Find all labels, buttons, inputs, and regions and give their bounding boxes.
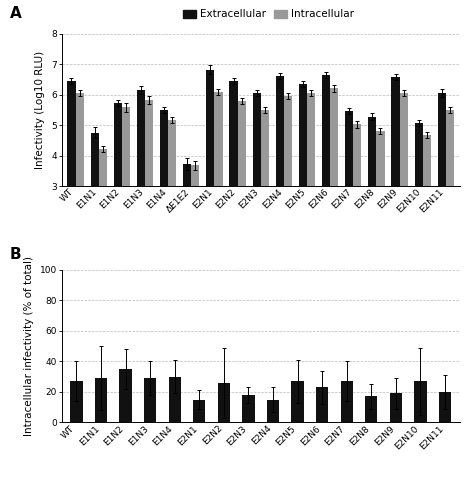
Bar	[368, 117, 376, 277]
Bar	[307, 93, 315, 277]
Bar	[242, 395, 255, 422]
Bar	[214, 92, 222, 277]
Bar	[299, 84, 307, 277]
Bar	[415, 123, 423, 277]
Bar	[365, 396, 377, 422]
Bar	[99, 149, 107, 277]
Bar	[119, 369, 132, 422]
Bar	[292, 381, 304, 422]
Legend: Extracellular, Intracellular: Extracellular, Intracellular	[179, 5, 358, 24]
Bar	[70, 381, 82, 422]
Bar	[353, 124, 361, 277]
Bar	[400, 93, 408, 277]
Bar	[160, 110, 168, 277]
Bar	[206, 70, 214, 277]
Bar	[276, 76, 284, 277]
Bar	[191, 165, 200, 277]
Bar	[218, 383, 230, 422]
Y-axis label: Intracellular infectivity (% of total): Intracellular infectivity (% of total)	[24, 256, 34, 436]
Bar	[137, 90, 145, 277]
Bar	[168, 120, 176, 277]
Bar	[75, 93, 83, 277]
Bar	[423, 135, 431, 277]
Bar	[284, 96, 292, 277]
Bar	[237, 101, 246, 277]
Bar	[316, 387, 328, 422]
Bar	[122, 108, 130, 277]
Bar	[322, 75, 330, 277]
Text: A: A	[10, 6, 22, 21]
Bar	[345, 111, 353, 277]
Bar	[376, 131, 384, 277]
Bar	[341, 381, 353, 422]
Bar	[438, 93, 446, 277]
Text: B: B	[10, 247, 21, 262]
Bar	[169, 377, 181, 422]
Bar	[414, 381, 427, 422]
Bar	[144, 378, 156, 422]
Bar	[193, 399, 205, 422]
Bar	[390, 394, 402, 422]
Bar	[439, 392, 451, 422]
Bar	[261, 110, 269, 277]
Bar	[145, 100, 153, 277]
Bar	[67, 81, 75, 277]
Bar	[91, 132, 99, 277]
Bar	[392, 77, 400, 277]
Y-axis label: Infectivity (Log10 RLU): Infectivity (Log10 RLU)	[36, 51, 46, 169]
Bar	[446, 110, 454, 277]
Bar	[114, 103, 122, 277]
Bar	[267, 399, 279, 422]
Bar	[330, 88, 338, 277]
Bar	[229, 81, 237, 277]
Bar	[253, 93, 261, 277]
Bar	[183, 164, 191, 277]
Bar	[95, 378, 107, 422]
